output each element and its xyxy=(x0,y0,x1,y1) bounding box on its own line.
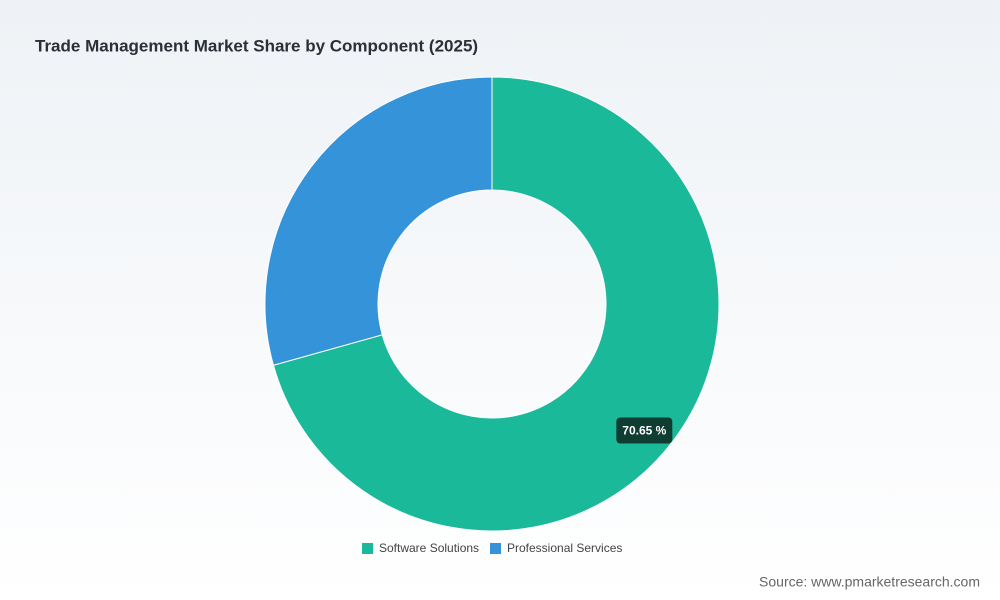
chart-title: Trade Management Market Share by Compone… xyxy=(35,36,478,55)
legend-swatch xyxy=(362,543,373,554)
value-label: 70.65 % xyxy=(622,424,666,438)
legend-label: Software Solutions xyxy=(379,541,479,555)
value-label-box xyxy=(616,417,673,444)
legend-swatch xyxy=(490,543,501,554)
donut-slice xyxy=(264,76,493,366)
donut-slice xyxy=(272,76,720,532)
legend-label: Professional Services xyxy=(507,541,622,555)
source: Source: www.pmarketresearch.com xyxy=(759,574,980,590)
